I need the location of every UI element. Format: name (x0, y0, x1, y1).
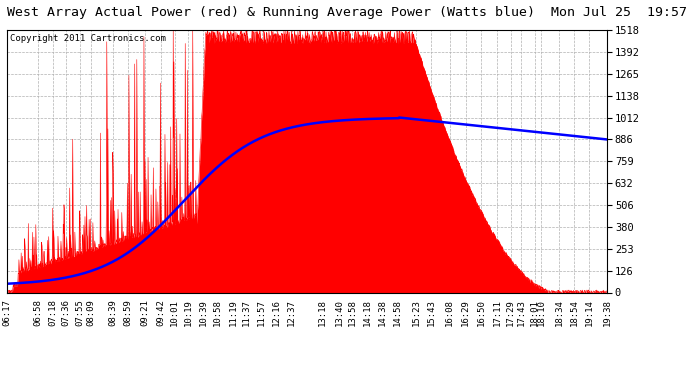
Text: West Array Actual Power (red) & Running Average Power (Watts blue)  Mon Jul 25  : West Array Actual Power (red) & Running … (7, 6, 687, 19)
Text: Copyright 2011 Cartronics.com: Copyright 2011 Cartronics.com (10, 34, 166, 43)
